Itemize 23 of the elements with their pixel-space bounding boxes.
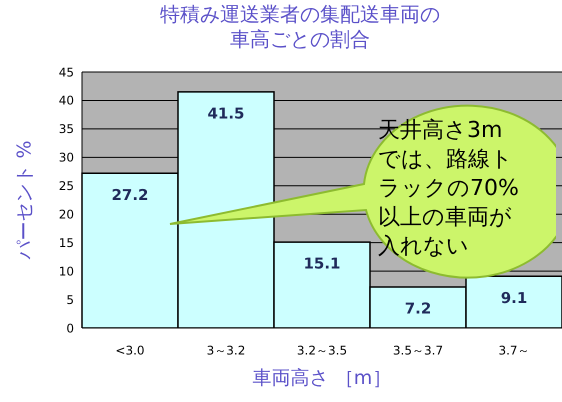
y-axis-title: パーセント %: [14, 140, 36, 261]
x-axis-title: 車両高さ ［m］: [252, 367, 392, 389]
y-tick-label: 30: [58, 150, 74, 165]
y-tick-label: 20: [58, 207, 74, 222]
data-label: 27.2: [111, 186, 149, 204]
x-tick-label: 3.2～3.5: [296, 344, 348, 358]
y-tick-label: 0: [66, 321, 74, 336]
y-tick-label: 10: [58, 264, 74, 278]
data-label: 7.2: [404, 300, 432, 318]
y-tick-label: 45: [58, 65, 74, 80]
x-tick-label: 3.5～3.7: [392, 344, 444, 358]
x-tick-label: <3.0: [115, 344, 145, 358]
y-tick-label: 25: [58, 179, 74, 194]
data-label: 41.5: [207, 104, 245, 123]
x-tick-label: 3.7～: [498, 344, 530, 358]
chart-title: 特積み運送業者の集配送車両の車高ごとの割合: [159, 2, 441, 52]
data-label: 15.1: [303, 254, 341, 273]
x-tick-label: 3～3.2: [206, 344, 246, 358]
y-tick-label: 15: [58, 236, 74, 250]
y-tick-label: 35: [58, 122, 74, 136]
data-label: 9.1: [500, 288, 528, 307]
y-tick-label: 5: [66, 292, 74, 307]
y-tick-label: 40: [58, 94, 74, 108]
